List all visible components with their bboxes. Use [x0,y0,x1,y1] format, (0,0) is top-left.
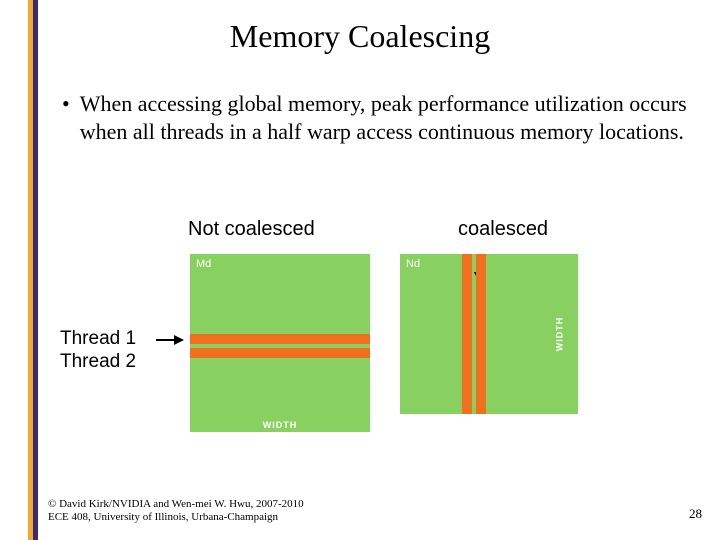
footer-copyright: © David Kirk/NVIDIA and Wen-mei W. Hwu, … [48,498,304,524]
footer-line-2: ECE 408, University of Illinois, Urbana-… [48,511,304,524]
thread-labels: Thread 1 Thread 2 [60,328,136,374]
heading-not-coalesced: Not coalesced [188,218,315,241]
bullet-item: • When accessing global memory, peak per… [62,90,690,145]
matrix-nd-width-label: WIDTH [554,317,564,352]
thread-1-label: Thread 1 [60,328,136,351]
matrix-nd-col-stripe [462,254,472,414]
left-accent-border [28,0,38,540]
heading-coalesced: coalesced [458,218,548,241]
bullet-dot: • [62,90,70,118]
border-stripe-purple [33,0,38,540]
matrix-nd-label: Nd [406,258,420,270]
matrix-md: Md WIDTH [190,254,370,432]
matrix-md-row-stripe [190,348,370,358]
footer-line-1: © David Kirk/NVIDIA and Wen-mei W. Hwu, … [48,498,304,511]
slide-title: Memory Coalescing [0,18,720,55]
matrix-md-label: Md [196,258,211,270]
bullet-block: • When accessing global memory, peak per… [62,90,690,145]
bullet-text: When accessing global memory, peak perfo… [80,90,690,145]
matrix-nd: Nd WIDTH [400,254,578,414]
page-number: 28 [689,506,702,522]
matrix-md-row-stripe [190,334,370,344]
arrow-right-icon [156,334,186,346]
matrix-md-width-label: WIDTH [263,420,298,430]
matrix-nd-col-stripe [476,254,486,414]
thread-2-label: Thread 2 [60,351,136,374]
